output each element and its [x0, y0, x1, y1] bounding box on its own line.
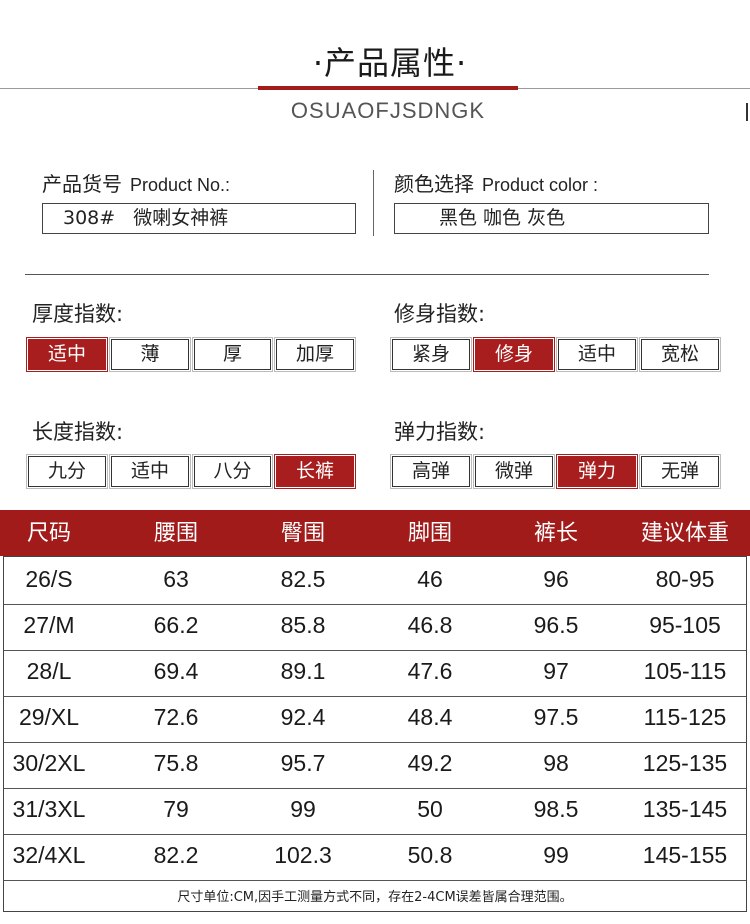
cell-length: 99: [543, 842, 569, 868]
elasticity-index-label: 弹力指数:: [394, 420, 486, 444]
cell-weight: 125-135: [642, 750, 728, 776]
product-number-label-cn: 产品货号: [42, 172, 122, 196]
size-table: [3, 556, 747, 912]
cell-hip: 92.4: [280, 704, 326, 730]
cell-weight: 115-125: [643, 704, 727, 730]
header-hip: 臀围: [280, 521, 325, 546]
cell-length: 97.5: [533, 704, 579, 730]
cell-leg-opening: 50: [417, 796, 443, 822]
cell-waist: 63: [163, 566, 189, 592]
row-divider: [4, 788, 746, 789]
row-divider: [4, 834, 746, 835]
cell-weight: 135-145: [642, 796, 728, 822]
product-color-label-en: Product color :: [482, 175, 599, 195]
elasticity-option-slight[interactable]: 微弹: [473, 454, 555, 489]
cell-weight: 105-115: [643, 658, 727, 684]
header-leg-opening: 脚围: [407, 521, 452, 546]
cell-waist: 66.2: [153, 612, 199, 638]
slim-index-label: 修身指数:: [394, 302, 486, 326]
cell-weight: 80-95: [655, 566, 715, 592]
cell-size: 30/2XL: [12, 750, 86, 776]
header-waist: 腰围: [153, 521, 198, 546]
cell-waist: 79: [163, 796, 189, 822]
cell-length: 98.5: [533, 796, 579, 822]
header-weight: 建议体重: [640, 521, 729, 546]
cell-length: 96.5: [533, 612, 579, 638]
cell-leg-opening: 46: [417, 566, 443, 592]
product-color-label-cn: 颜色选择: [394, 172, 474, 196]
length-index-label: 长度指数:: [32, 420, 124, 444]
cell-leg-opening: 50.8: [407, 842, 453, 868]
size-table-header: [0, 510, 750, 556]
cell-waist: 82.2: [153, 842, 199, 868]
header-length: 裤长: [533, 521, 578, 546]
thickness-option-extra-thick[interactable]: 加厚: [274, 337, 356, 372]
cell-leg-opening: 46.8: [407, 612, 453, 638]
cell-waist: 69.4: [153, 658, 199, 684]
cell-size: 28/L: [26, 658, 72, 684]
cell-weight: 145-155: [642, 842, 728, 868]
cell-hip: 99: [290, 796, 316, 822]
cell-hip: 95.7: [280, 750, 326, 776]
edge-marker: [746, 103, 748, 121]
product-number-field: 308# 微喇女神裤: [42, 203, 356, 234]
length-option-medium[interactable]: 适中: [109, 454, 191, 489]
cell-hip: 102.3: [274, 842, 332, 868]
cell-waist: 72.6: [153, 704, 199, 730]
product-color-label: 颜色选择 Product color :: [394, 168, 598, 197]
field-divider: [373, 170, 374, 236]
product-number-label-en: Product No.:: [130, 175, 231, 195]
cell-weight: 95-105: [649, 612, 721, 638]
brand-name: OSUAOFJSDNGK: [290, 98, 486, 123]
row-divider: [4, 880, 746, 881]
measurement-note: 尺寸单位:CM,因手工测量方式不同，存在2-4CM误差皆属合理范围。: [177, 890, 573, 905]
cell-length: 96: [543, 566, 569, 592]
thickness-option-thin[interactable]: 薄: [109, 337, 191, 372]
section-separator: [25, 274, 709, 275]
cell-length: 98: [543, 750, 569, 776]
cell-leg-opening: 49.2: [407, 750, 453, 776]
cell-leg-opening: 47.6: [407, 658, 453, 684]
elasticity-option-elastic[interactable]: 弹力: [556, 454, 638, 489]
row-divider: [4, 604, 746, 605]
slim-option-loose[interactable]: 宽松: [639, 337, 721, 372]
cell-size: 29/XL: [18, 704, 80, 730]
length-option-long[interactable]: 长裤: [274, 454, 356, 489]
cell-hip: 82.5: [280, 566, 326, 592]
cell-size: 26/S: [25, 566, 73, 592]
length-option-ninth[interactable]: 九分: [26, 454, 108, 489]
slim-option-medium[interactable]: 适中: [556, 337, 638, 372]
row-divider: [4, 650, 746, 651]
slim-option-tight[interactable]: 紧身: [390, 337, 472, 372]
elasticity-option-high[interactable]: 高弹: [390, 454, 472, 489]
cell-leg-opening: 48.4: [407, 704, 453, 730]
cell-hip: 85.8: [280, 612, 326, 638]
product-number-label: 产品货号 Product No.:: [42, 168, 230, 197]
length-option-eighth[interactable]: 八分: [192, 454, 273, 489]
thickness-index-label: 厚度指数:: [32, 302, 124, 326]
cell-size: 27/M: [23, 612, 75, 638]
cell-length: 97: [543, 658, 569, 684]
cell-waist: 75.8: [153, 750, 199, 776]
cell-size: 32/4XL: [12, 842, 86, 868]
cell-size: 31/3XL: [12, 796, 86, 822]
section-title: ·产品属性·: [312, 44, 468, 82]
elasticity-option-none[interactable]: 无弹: [639, 454, 721, 489]
title-accent-bar: [258, 86, 518, 90]
row-divider: [4, 742, 746, 743]
slim-option-slim[interactable]: 修身: [473, 337, 555, 372]
row-divider: [4, 696, 746, 697]
header-size: 尺码: [26, 521, 71, 546]
thickness-option-medium[interactable]: 适中: [26, 337, 108, 372]
cell-hip: 89.1: [280, 658, 326, 684]
thickness-option-thick[interactable]: 厚: [192, 337, 273, 372]
product-color-field: 黑色 咖色 灰色: [394, 203, 709, 234]
